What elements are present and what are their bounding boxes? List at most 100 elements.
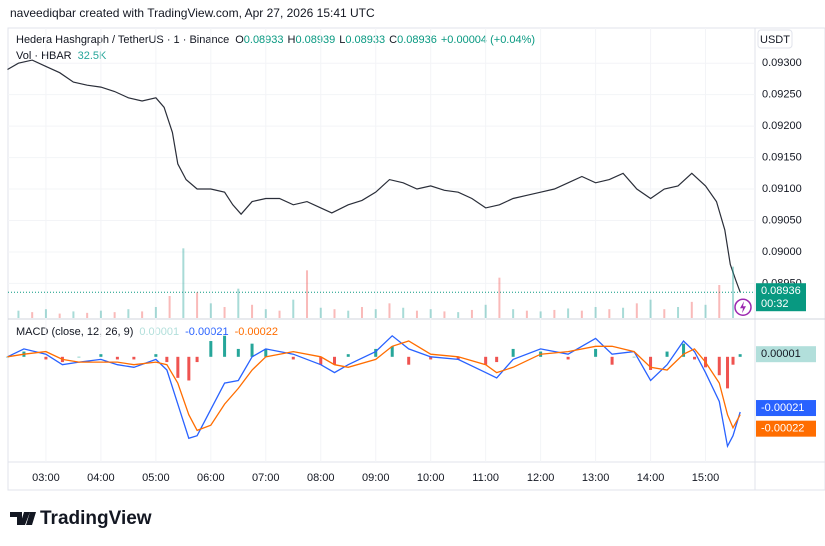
x-tick-label: 07:00 (252, 472, 280, 484)
volume-bar (525, 310, 528, 318)
histogram-bar (115, 356, 119, 360)
x-tick-label: 03:00 (32, 472, 60, 484)
volume-bar (44, 309, 47, 318)
volume-bar (677, 307, 680, 318)
macd-tag-label: 0.00001 (761, 348, 801, 360)
histogram-bar (456, 356, 460, 360)
volume-bar (704, 304, 707, 318)
ohlc-key: O (235, 34, 244, 46)
symbol-legend: Hedera Hashgraph / TetherUS · 1 · Binanc… (16, 34, 535, 46)
x-tick-label: 08:00 (307, 472, 335, 484)
volume-bar (539, 311, 542, 318)
volume-bar (594, 307, 597, 318)
x-tick-label: 15:00 (692, 472, 720, 484)
volume-bar (251, 304, 254, 318)
volume-bar (360, 307, 363, 318)
histogram-bar (77, 356, 81, 358)
x-tick-label: 04:00 (87, 472, 115, 484)
volume-bar (319, 307, 322, 318)
last-price-tag (756, 283, 806, 312)
x-tick-label: 09:00 (362, 472, 390, 484)
histogram-bar (99, 354, 103, 357)
macd-tag-label: -0.00021 (761, 402, 804, 414)
volume-bar (86, 312, 89, 318)
volume-bar (512, 309, 515, 318)
legend: Hedera Hashgraph / TetherUS · 1 · Binanc… (16, 34, 535, 338)
ohlc-value: 0.08936 (397, 34, 437, 46)
volume-bar (415, 310, 418, 318)
histogram-bar (495, 356, 499, 363)
macd-hist-value: 0.00001 (139, 326, 179, 338)
volume-bar (443, 311, 446, 318)
volume-bar (402, 307, 405, 318)
volume-bar (306, 270, 309, 318)
volume-bar (264, 309, 267, 318)
histogram-bar (5, 356, 9, 358)
logo-icon (10, 512, 36, 525)
histogram-bar (176, 356, 180, 378)
histogram-bar (511, 348, 515, 357)
histogram-bar (374, 348, 378, 357)
volume-bar (113, 312, 116, 318)
y-tick-label: 0.09150 (762, 151, 802, 163)
volume-bar (388, 303, 391, 318)
y-tick-label: 0.09000 (762, 246, 802, 258)
x-tick-label: 06:00 (197, 472, 225, 484)
histogram-bar (390, 346, 394, 357)
volume-bar (498, 277, 501, 318)
alert-icon (740, 301, 746, 314)
ohlc-key: C (389, 34, 397, 46)
histogram-bar (209, 341, 213, 357)
y-tick-label: 0.09300 (762, 57, 802, 69)
histogram-bar (566, 356, 570, 360)
histogram-bar (407, 356, 411, 365)
volume-bar (141, 311, 144, 318)
histogram-bar (333, 356, 337, 365)
histogram-bar (738, 354, 742, 357)
macd-tag (756, 420, 816, 437)
histogram-bar (665, 351, 669, 357)
x-tick-label: 13:00 (582, 472, 610, 484)
macd-legend: MACD (close, 12, 26, 9) 0.00001 -0.00021 -0… (16, 326, 278, 338)
ohlc-value: 0.08939 (295, 34, 335, 46)
histogram-bar (346, 354, 350, 357)
histogram-bar (44, 356, 48, 360)
histogram-bar (693, 356, 697, 360)
y-tick-label: 0.09050 (762, 214, 802, 226)
histogram-bar (264, 348, 268, 357)
macd-tag (756, 346, 816, 363)
macd-tag-label: -0.00022 (761, 423, 804, 435)
volume-bar (17, 310, 20, 318)
volume-bar (622, 307, 625, 318)
volume-bar (99, 310, 102, 318)
volume-bar (196, 292, 199, 318)
volume-bar (237, 288, 240, 318)
volume-bar (429, 309, 432, 318)
histogram-bar (726, 356, 730, 389)
x-tick-label: 12:00 (527, 472, 555, 484)
histogram-bar (717, 356, 721, 376)
macd-line (7, 334, 741, 449)
currency[interactable]: USDT (760, 34, 790, 46)
price-line (7, 59, 741, 293)
ohlc-key: L (339, 34, 345, 46)
volume-bar (58, 313, 61, 318)
ohlc-value: 0.08933 (244, 34, 284, 46)
volume-bar (209, 303, 212, 318)
histogram-bar (236, 348, 240, 357)
volume-bar (292, 299, 295, 318)
logo: TradingView (10, 508, 152, 529)
volume-name: Vol · HBAR (16, 50, 72, 62)
volume-value: 32.5K (78, 50, 107, 62)
volume-bar (154, 307, 157, 318)
histogram-bar (731, 356, 735, 365)
histogram-bar (250, 343, 254, 357)
macd-value: -0.00022 (235, 326, 278, 338)
histogram-bar (165, 356, 169, 363)
volume-bar (732, 266, 735, 318)
chart-frame (7, 27, 825, 491)
macd-value: -0.00021 (185, 326, 228, 338)
currency-button[interactable] (757, 29, 793, 49)
